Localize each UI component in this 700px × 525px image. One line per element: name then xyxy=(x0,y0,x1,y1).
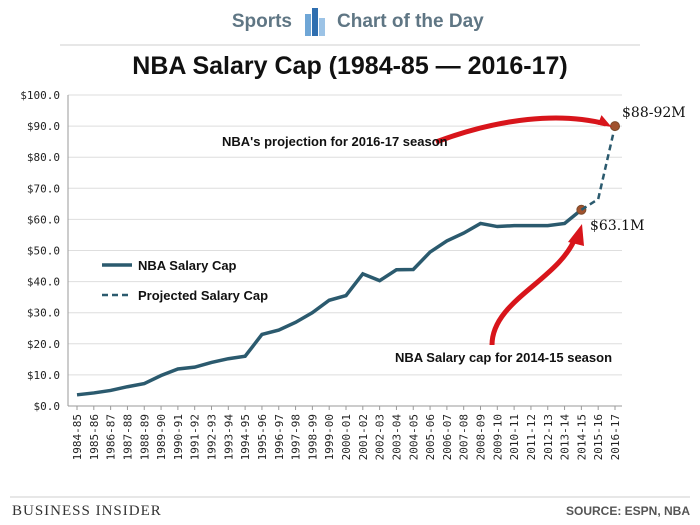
x-tick-label: 2005-06 xyxy=(424,414,437,460)
x-tick-label: 1992-93 xyxy=(206,414,219,460)
y-tick-label: $30.0 xyxy=(27,307,60,320)
x-tick-label: 1987-88 xyxy=(121,414,134,460)
annotation: NBA Salary cap for 2014-15 season xyxy=(395,350,612,365)
section-label: Chart of the Day xyxy=(337,11,484,32)
brand: Business Insider xyxy=(12,503,162,519)
arrow-head xyxy=(597,115,612,128)
x-tick-label: 1999-00 xyxy=(323,414,336,460)
x-tick-label: 1994-95 xyxy=(239,414,252,460)
x-tick-label: 2004-05 xyxy=(407,414,420,460)
point xyxy=(610,121,620,132)
plot: $0.0 $10.0 $20.0 $30.0 $40.0 $50.0 $60.0 $70.0 $… xyxy=(20,89,622,460)
x-tick-label: 1984-85 xyxy=(71,414,84,460)
annotation: $63.1M xyxy=(590,218,644,234)
x-tick-label: 1991-92 xyxy=(189,414,202,460)
x-tick-label: 1993-94 xyxy=(222,414,235,461)
annotation: NBA's projection for 2016-17 season xyxy=(222,134,448,149)
arrow xyxy=(435,115,607,145)
x-tick-label: 1990-91 xyxy=(172,414,185,460)
legend-label: NBA Salary Cap xyxy=(138,258,237,273)
y-tick-label: $90.0 xyxy=(27,120,60,133)
y-tick-label: $100.0 xyxy=(20,89,60,102)
x-tick-label: 2002-03 xyxy=(374,414,387,460)
x-tick-label: 2010-11 xyxy=(508,414,521,460)
x-tick-label: 2007-08 xyxy=(458,414,471,460)
x-tick-label: 2009-10 xyxy=(491,414,504,460)
x-tick-label: 2015-16 xyxy=(592,414,605,460)
source: SOURCE: ESPN, NBA xyxy=(566,504,690,518)
arrow-head xyxy=(568,224,584,246)
x-tick-label: 1995-96 xyxy=(256,414,269,460)
x-tick-label: 2011-12 xyxy=(525,414,538,460)
x-tick-label: 2014-15 xyxy=(575,414,588,460)
y-tick-label: $0.0 xyxy=(34,400,61,413)
x-tick-label: 1998-99 xyxy=(306,414,319,460)
y-tick-label: $40.0 xyxy=(27,276,60,289)
x-tick-label: 2012-13 xyxy=(542,414,555,460)
section: Sports xyxy=(232,11,292,32)
x-tick-label: 1997-98 xyxy=(290,414,303,460)
x-tick-label: 2006-07 xyxy=(441,414,454,460)
arrow xyxy=(489,235,579,346)
chart-icon xyxy=(305,8,325,36)
x-tick-label: 2000-01 xyxy=(340,414,353,460)
y-tick-label: $70.0 xyxy=(27,182,60,195)
legend-label: Projected Salary Cap xyxy=(138,288,268,303)
x-tick-label: 1985-86 xyxy=(88,414,101,460)
annotation: $88-92M xyxy=(622,105,686,121)
x-tick-label: 1989-90 xyxy=(155,414,168,460)
x-tick-label: 2008-09 xyxy=(475,414,488,460)
x-tick-label: 2016-17 xyxy=(609,414,622,460)
x-tick-label: 2001-02 xyxy=(357,414,370,460)
x-tick-label: 1988-89 xyxy=(138,414,151,460)
y-tick-label: $10.0 xyxy=(27,369,60,382)
line xyxy=(76,208,583,397)
x-tick-label: 1986-87 xyxy=(105,414,118,460)
y-tick-label: $80.0 xyxy=(27,151,60,164)
y-tick-label: $50.0 xyxy=(27,245,60,258)
x-tick-label: 2003-04 xyxy=(390,414,403,461)
x-tick-label: 1996-97 xyxy=(273,414,286,460)
x-tick-label: 2013-14 xyxy=(559,414,572,461)
y-tick-label: $20.0 xyxy=(27,338,60,351)
y-tick-label: $60.0 xyxy=(27,213,60,226)
chart-title: NBA Salary Cap (1984-85 — 2016-17) xyxy=(132,52,567,80)
